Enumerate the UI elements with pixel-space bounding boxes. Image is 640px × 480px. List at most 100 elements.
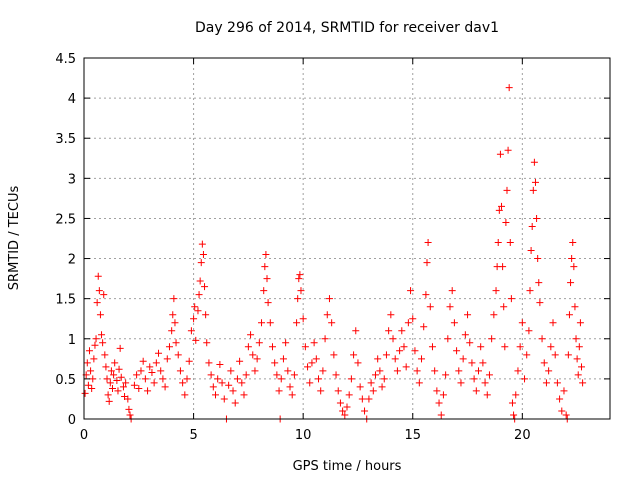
data-point (341, 411, 349, 419)
data-point (472, 387, 480, 395)
data-point (506, 239, 514, 247)
y-tick-label: 4.5 (55, 52, 76, 67)
data-point (111, 359, 119, 367)
data-point (247, 331, 255, 339)
x-tick-label: 20 (514, 428, 531, 443)
x-tick-label: 15 (404, 428, 421, 443)
data-point (576, 319, 584, 327)
data-point (423, 259, 431, 267)
data-point (202, 311, 210, 319)
x-tick-labels: 0 5 10 15 20 (80, 428, 531, 443)
data-point (330, 351, 338, 359)
data-point (376, 367, 384, 375)
data-point (387, 311, 395, 319)
data-point (146, 363, 154, 371)
data-point (535, 279, 543, 287)
y-tick-label: 0 (68, 413, 76, 428)
data-point (268, 343, 276, 351)
data-point (328, 319, 336, 327)
data-point (93, 299, 101, 307)
data-point (332, 371, 340, 379)
data-point (185, 357, 193, 365)
data-point (163, 355, 171, 363)
data-point (569, 239, 577, 247)
data-point (385, 327, 393, 335)
data-point (102, 363, 110, 371)
data-point (358, 395, 366, 403)
data-point (308, 359, 316, 367)
data-point (240, 391, 248, 399)
data-point (181, 391, 189, 399)
data-point (113, 376, 121, 384)
data-point (437, 411, 445, 419)
data-point (523, 351, 531, 359)
data-point (260, 287, 268, 295)
data-point (369, 387, 377, 395)
data-point (481, 379, 489, 387)
axis-ticks (83, 57, 610, 420)
data-point (567, 279, 575, 287)
data-point (479, 359, 487, 367)
data-point (317, 387, 325, 395)
data-point (498, 202, 506, 210)
data-point (389, 335, 397, 343)
data-point (263, 275, 271, 283)
data-point (319, 367, 327, 375)
data-point (293, 319, 301, 327)
data-point (343, 403, 351, 411)
data-point (244, 343, 252, 351)
data-point (382, 351, 390, 359)
data-point (108, 385, 116, 393)
data-point (424, 239, 432, 247)
data-point (83, 359, 91, 367)
data-point (85, 347, 93, 355)
data-point (100, 291, 108, 299)
data-point (404, 319, 412, 327)
data-point (282, 339, 290, 347)
data-point (575, 343, 583, 351)
data-point (391, 355, 399, 363)
data-point (380, 375, 388, 383)
data-point (418, 355, 426, 363)
data-point (459, 355, 467, 363)
data-point (115, 365, 123, 373)
data-point (236, 357, 244, 365)
data-point (81, 389, 89, 397)
data-point (573, 355, 581, 363)
data-point (203, 339, 211, 347)
data-point (264, 299, 272, 307)
data-point (174, 351, 182, 359)
data-point (96, 311, 104, 319)
data-point (510, 411, 518, 419)
data-point (525, 327, 533, 335)
data-point (104, 391, 112, 399)
data-point (310, 339, 318, 347)
data-point (402, 363, 410, 371)
data-point (176, 367, 184, 375)
data-point (152, 359, 160, 367)
data-point (261, 263, 269, 271)
data-point (531, 178, 539, 186)
data-point (266, 319, 274, 327)
data-point (296, 271, 304, 279)
data-point (110, 371, 118, 379)
data-point (192, 336, 200, 344)
data-point (242, 371, 250, 379)
data-point (507, 295, 515, 303)
data-point (141, 375, 149, 383)
data-point (277, 375, 285, 383)
data-point (334, 387, 342, 395)
data-point (238, 379, 246, 387)
data-point (225, 381, 233, 389)
data-point (477, 343, 485, 351)
data-point (529, 186, 537, 194)
data-point (444, 335, 452, 343)
x-axis-label: GPS time / hours (293, 459, 402, 474)
plot-frame (83, 57, 611, 420)
data-point (490, 311, 498, 319)
data-point (378, 383, 386, 391)
data-point (536, 299, 544, 307)
data-point (290, 371, 298, 379)
data-point (169, 311, 177, 319)
data-point (528, 222, 536, 230)
